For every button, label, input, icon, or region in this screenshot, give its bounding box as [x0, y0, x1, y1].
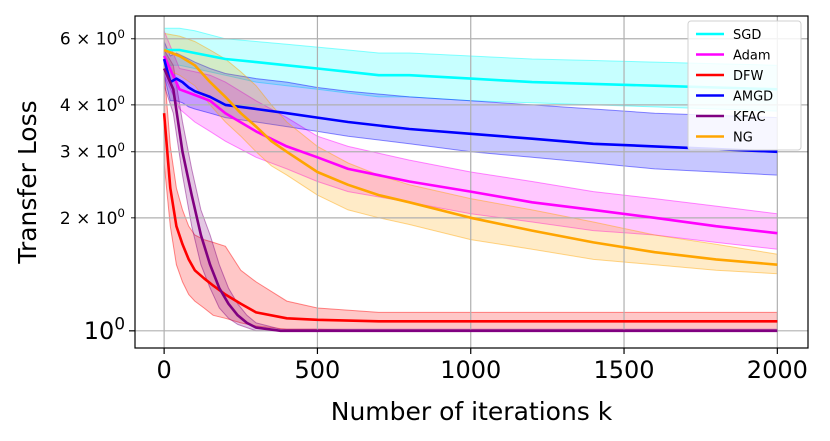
- legend-label-sgd: SGD: [733, 28, 761, 43]
- x-axis-ticks: 0 500 1000 1500 2000: [156, 348, 808, 384]
- y-tick-label: 6 × 100: [60, 27, 125, 50]
- x-axis-label: Number of iterations k: [331, 397, 613, 426]
- legend-label-adam: Adam: [733, 49, 771, 64]
- series-line-adam: [162, 55, 778, 235]
- series-lines: [162, 48, 778, 333]
- legend-label-ng: NG: [733, 131, 753, 146]
- legend-label-amgd: AMGD: [733, 90, 773, 105]
- x-tick-label: 1000: [440, 356, 501, 384]
- y-tick-label: 3 × 100: [60, 140, 125, 163]
- series-line-ng: [163, 48, 778, 266]
- legend-label-dfw: DFW: [733, 69, 763, 84]
- x-tick-label: 0: [156, 356, 171, 384]
- x-tick-label: 2000: [747, 356, 808, 384]
- series-line-amgd: [162, 58, 778, 154]
- series-line-kfac: [162, 67, 778, 333]
- x-tick-label: 500: [295, 356, 341, 384]
- x-tick-label: 1500: [593, 356, 654, 384]
- plot-frame: [134, 15, 809, 349]
- y-tick-label: 2 × 100: [60, 206, 125, 229]
- y-axis-ticks: 100 2 × 100 3 × 100 4 × 100 6 × 100: [60, 27, 135, 345]
- legend: SGD Adam DFW AMGD KFAC NG: [687, 20, 802, 151]
- legend-label-kfac: KFAC: [733, 110, 766, 125]
- series-line-dfw: [162, 113, 778, 323]
- y-tick-label: 4 × 100: [60, 93, 125, 116]
- y-axis-label: Transfer Loss: [13, 100, 42, 264]
- y-tick-label: 100: [84, 314, 125, 346]
- series-line-sgd: [164, 48, 778, 91]
